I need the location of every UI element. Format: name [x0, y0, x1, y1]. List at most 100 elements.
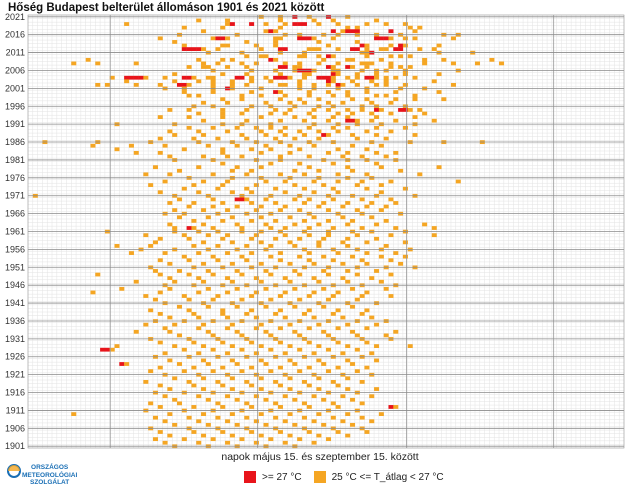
cell-warm	[393, 75, 399, 80]
cell-warm	[301, 100, 307, 105]
cell-warm	[162, 75, 168, 80]
cell-warm	[191, 312, 197, 316]
cell-warm	[282, 315, 288, 320]
cell-warm	[258, 115, 264, 119]
cell-warm	[301, 415, 307, 420]
cell-warm	[172, 40, 178, 44]
cell-hot	[330, 29, 336, 34]
cell-warm	[225, 100, 231, 105]
cell-warm	[335, 22, 341, 26]
cell-warm	[350, 329, 356, 334]
cell-warm	[340, 204, 346, 209]
cell-warm	[205, 329, 211, 334]
cell-warm	[225, 208, 231, 213]
cell-warm	[167, 315, 173, 320]
cell-warm	[277, 118, 283, 123]
cell-warm	[157, 136, 163, 141]
cell-warm	[277, 18, 283, 23]
cell-hot	[388, 405, 394, 409]
cell-warm	[201, 179, 207, 184]
cell-warm	[186, 236, 192, 241]
cell-warm	[191, 430, 197, 434]
cell-warm	[374, 222, 380, 227]
cell-warm	[196, 326, 202, 331]
cell-warm	[239, 154, 245, 159]
cell-warm	[297, 147, 303, 152]
cell-warm	[436, 72, 442, 77]
cell-warm	[244, 258, 250, 263]
cell-warm	[297, 297, 303, 302]
cell-warm	[306, 93, 312, 98]
cell-warm	[172, 226, 178, 230]
cell-warm	[292, 362, 298, 366]
cell-warm	[258, 204, 264, 209]
cell-warm	[311, 276, 317, 281]
cell-warm	[268, 254, 274, 259]
cell-warm	[215, 258, 221, 263]
cell-warm	[268, 226, 274, 230]
y-tick-label: 2001	[5, 83, 25, 93]
cell-warm	[335, 290, 341, 295]
cell-warm	[374, 75, 380, 80]
cell-warm	[277, 326, 283, 331]
cell-warm	[273, 29, 279, 34]
cell-warm	[114, 147, 120, 152]
cell-warm	[229, 82, 235, 87]
cell-warm	[345, 433, 351, 438]
cell-warm	[388, 65, 394, 69]
cell-warm	[292, 115, 298, 119]
cell-warm	[350, 133, 356, 137]
cell-warm	[412, 75, 418, 80]
cell-warm	[177, 269, 183, 273]
cell-warm	[167, 433, 173, 438]
cell-warm	[311, 419, 317, 424]
cell-warm	[436, 90, 442, 94]
y-tick-label: 1991	[5, 119, 25, 129]
cell-warm	[263, 143, 269, 148]
cell-warm	[383, 286, 389, 291]
cell-warm	[311, 143, 317, 148]
cell-hot	[268, 57, 274, 62]
cell-warm	[249, 340, 255, 345]
cell-warm	[340, 82, 346, 87]
cell-warm	[350, 218, 356, 223]
cell-warm	[253, 290, 259, 295]
cell-warm	[215, 244, 221, 248]
cell-warm	[350, 57, 356, 62]
cell-warm	[215, 47, 221, 51]
cell-warm	[191, 183, 197, 187]
cell-warm	[335, 147, 341, 152]
cell-warm	[201, 61, 207, 66]
cell-warm	[364, 251, 370, 255]
cell-warm	[330, 294, 336, 298]
cell-warm	[273, 186, 279, 191]
cell-warm	[172, 344, 178, 348]
cell-warm	[157, 36, 163, 41]
cell-warm	[220, 312, 226, 316]
cell-hot	[388, 29, 394, 34]
cell-warm	[282, 82, 288, 87]
y-tick-label: 1986	[5, 137, 25, 147]
cell-warm	[287, 143, 293, 148]
cell-warm	[234, 143, 240, 148]
cell-warm	[306, 383, 312, 388]
cell-warm	[359, 197, 365, 202]
cell-warm	[417, 25, 423, 30]
cell-warm	[210, 297, 216, 302]
cell-warm	[177, 333, 183, 338]
cell-warm	[201, 279, 207, 284]
cell-warm	[124, 22, 130, 26]
cell-hot	[398, 43, 404, 48]
cell-warm	[345, 90, 351, 94]
cell-warm	[292, 269, 298, 273]
cell-hot	[393, 47, 399, 51]
cell-warm	[330, 93, 336, 98]
cell-hot	[321, 133, 327, 137]
cell-warm	[297, 333, 303, 338]
cell-warm	[249, 90, 255, 94]
cell-warm	[364, 290, 370, 295]
cell-warm	[186, 258, 192, 263]
cell-warm	[378, 279, 384, 284]
cell-warm	[157, 383, 163, 388]
cell-warm	[229, 57, 235, 62]
